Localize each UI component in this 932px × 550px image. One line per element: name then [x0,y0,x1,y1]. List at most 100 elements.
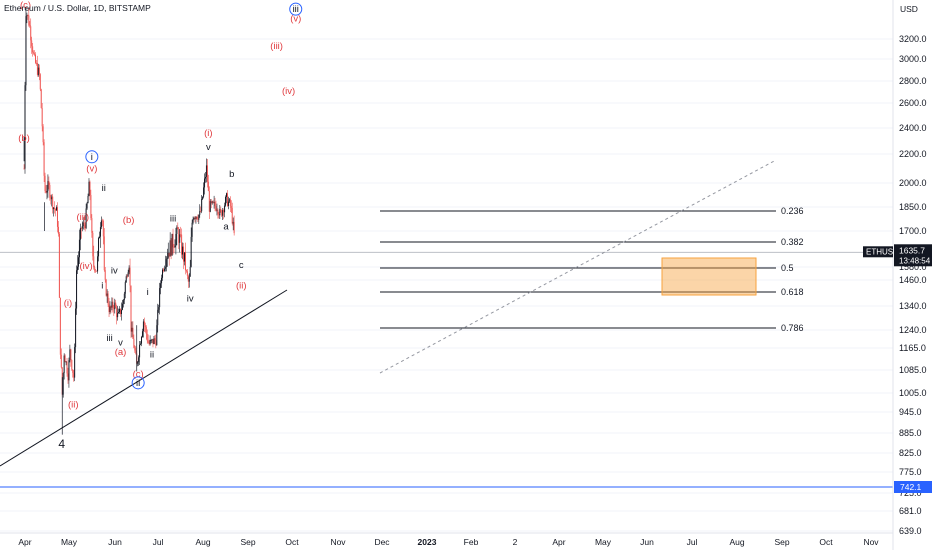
wave-label[interactable]: (ii) [236,281,247,292]
candle-body [70,349,72,360]
candle-body [95,270,97,272]
candle-body [194,217,196,219]
candle-body [198,214,200,220]
candle-body [84,224,86,229]
x-tick-label: Jul [687,537,698,547]
wave-label[interactable]: iii [106,333,112,344]
wave-label[interactable]: (v) [86,163,97,174]
wave-label[interactable]: (i) [204,128,212,139]
wave-label[interactable]: (b) [18,133,30,144]
wave-label[interactable]: ii [136,378,140,389]
candle-body [39,74,41,90]
wave-label[interactable]: (i) [64,298,72,309]
x-tick-label: May [595,537,612,547]
candle-body [139,344,141,358]
candle-body [35,62,37,64]
price-tag-value: 1635.7 [899,245,925,255]
fib-level-label: 0.618 [781,287,804,297]
wave-label[interactable]: (c) [20,0,31,11]
wave-label[interactable]: ii [150,350,154,361]
candle-body [33,52,35,54]
wave-label[interactable]: (c) [133,369,144,380]
candle-body [220,208,222,211]
candle-body [204,176,206,179]
candle-body [120,309,122,315]
candle-body [114,302,116,310]
candle-body [214,201,216,207]
x-tick-label: Dec [374,537,390,547]
candle-body [138,357,140,362]
candle-body [75,308,77,348]
wave-label[interactable]: ii [102,183,106,194]
candle-body [80,227,82,229]
candle-body [162,269,164,278]
candle-body [112,301,114,308]
candle-body [111,301,113,308]
target-zone[interactable] [661,257,757,296]
wave-label[interactable]: (v) [290,13,301,24]
wave-label[interactable]: i [147,287,149,298]
candle-body [98,236,100,239]
candle-body [217,209,219,215]
candle-body [172,233,174,248]
y-tick-label: 1580.0 [899,262,927,272]
candle-body [124,282,126,294]
candle-body [152,339,154,344]
candle-body [40,89,42,109]
trend-line[interactable] [0,289,288,467]
candle-body [181,234,183,255]
wave-label[interactable]: (iii) [270,41,283,52]
candle-body [126,276,128,278]
candle-body [109,306,111,313]
wave-label[interactable]: (iv) [80,261,93,272]
wave-label[interactable]: (ii) [68,399,79,410]
y-tick-label: 1460.0 [899,275,927,285]
wave-label[interactable]: b [229,169,234,180]
wave-label[interactable]: iii [170,213,176,224]
candle-body [77,257,79,267]
candle-body [125,276,127,283]
candle-body [157,309,159,326]
wave-label[interactable]: 4 [58,437,65,451]
wave-label[interactable]: (a) [115,347,127,358]
wave-label[interactable]: iv [111,266,118,277]
wave-label[interactable]: iii [293,4,299,15]
candle-body [171,233,173,256]
candle-body [121,303,123,310]
candle-body [169,240,171,257]
candle-body [94,267,96,271]
y-tick-label: 1700.0 [899,226,927,236]
candle-body [156,325,158,346]
candle-body [78,239,80,258]
candle-body [119,308,121,313]
candle-body [229,199,231,206]
y-tick-label: 945.0 [899,407,922,417]
dashed-trend-line[interactable] [379,159,777,374]
wave-label[interactable]: v [118,338,123,349]
candle-body [192,219,194,223]
candle-body [100,220,102,228]
candle-body [45,191,47,193]
candle-body [170,240,172,256]
candle-body [174,245,176,248]
wave-label[interactable]: (b) [123,215,135,226]
x-tick-label: Aug [729,537,744,547]
wave-label[interactable]: (iii) [76,212,89,223]
x-tick-label: Jul [153,537,164,547]
candle-body [186,271,188,276]
wave-label[interactable]: (iv) [282,86,295,97]
wave-label[interactable]: i [91,152,93,163]
wave-label[interactable]: c [239,260,244,271]
wave-label[interactable]: i [101,281,103,292]
candle-body [183,252,185,262]
candle-body [226,193,228,197]
wave-label[interactable]: v [206,142,211,153]
candle-body [215,206,217,211]
candle-body [89,181,91,196]
x-tick-label: 2023 [418,537,437,547]
wave-label[interactable]: a [223,221,229,232]
candle-body [151,339,153,341]
wave-label[interactable]: iv [187,294,194,305]
candle-body [205,165,207,177]
